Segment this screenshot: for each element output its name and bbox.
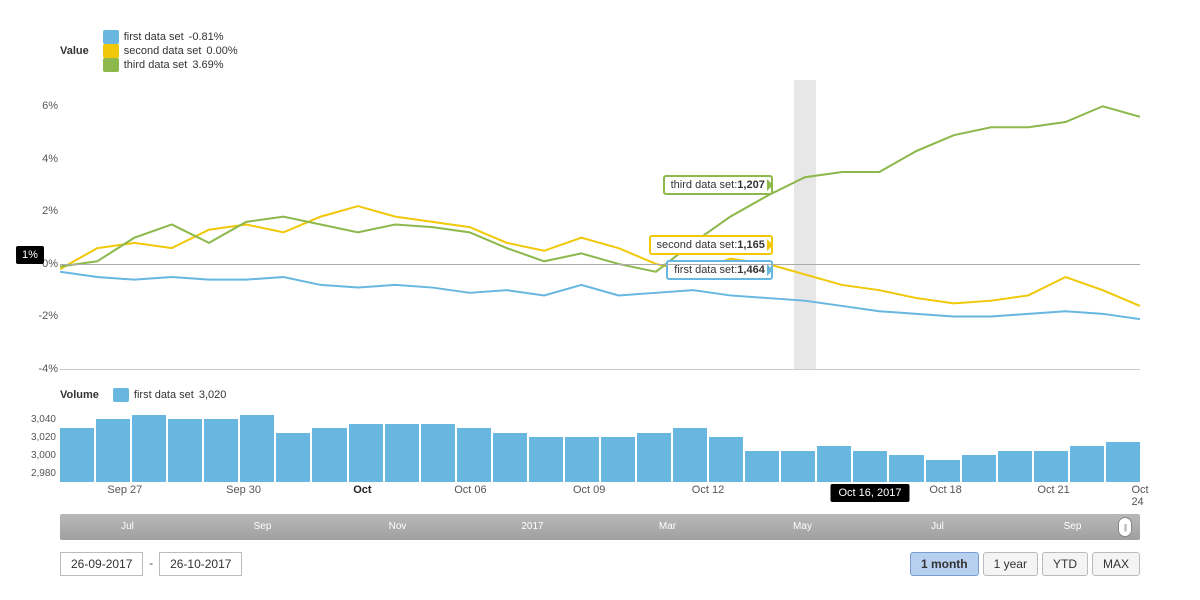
value-chart[interactable]: -4%-2%0%2%4%6% 1% third data set:1,207se… (60, 80, 1140, 370)
volume-swatch (113, 388, 129, 402)
date-from-input[interactable]: 26-09-2017 (60, 552, 143, 576)
range-button[interactable]: YTD (1042, 552, 1088, 576)
volume-bar (312, 428, 346, 482)
vol-y-tick: 3,020 (31, 432, 56, 443)
range-button[interactable]: 1 year (983, 552, 1038, 576)
volume-title: Volume (60, 389, 99, 401)
volume-bar (601, 437, 635, 482)
scroll-label: Mar (600, 514, 735, 540)
volume-bar (60, 428, 94, 482)
volume-bar (565, 437, 599, 482)
scroll-label: May (735, 514, 870, 540)
volume-bar (781, 451, 815, 483)
x-tick: Sep 30 (226, 484, 261, 496)
cursor-badge: 1% (16, 246, 44, 264)
scroll-label: Sep (195, 514, 330, 540)
x-tick: Oct 09 (573, 484, 605, 496)
legend-swatch (103, 58, 119, 72)
footer-row: 26-09-2017 - 26-10-2017 1 month1 yearYTD… (60, 552, 1140, 576)
scroll-label: Jul (870, 514, 1005, 540)
legend-item[interactable]: third data set3.69% (103, 58, 238, 72)
legend-item[interactable]: second data set0.00% (103, 44, 238, 58)
y-tick: 2% (20, 205, 58, 217)
volume-bar (889, 455, 923, 482)
date-range-inputs: 26-09-2017 - 26-10-2017 (60, 552, 242, 576)
range-buttons: 1 month1 yearYTDMAX (910, 552, 1140, 576)
volume-legend-name: first data set (134, 389, 194, 401)
y-tick: -4% (20, 363, 58, 375)
value-y-axis: -4%-2%0%2%4%6% (20, 80, 58, 369)
volume-bar (529, 437, 563, 482)
volume-bar (457, 428, 491, 482)
x-tick: Oct 12 (692, 484, 724, 496)
volume-bar (132, 415, 166, 483)
value-title: Value (60, 45, 89, 57)
range-button[interactable]: MAX (1092, 552, 1140, 576)
legend-item[interactable]: first data set-0.81% (103, 30, 238, 44)
scroll-label: Nov (330, 514, 465, 540)
x-axis-tooltip: Oct 16, 2017 (831, 484, 910, 502)
value-legend: Value first data set-0.81%second data se… (60, 30, 1140, 72)
volume-bar (709, 437, 743, 482)
volume-bar (493, 433, 527, 483)
scroll-label: 2017 (465, 514, 600, 540)
volume-legend-value: 3,020 (199, 389, 227, 401)
volume-chart[interactable]: 2,9803,0003,0203,040 (60, 410, 1140, 482)
scroll-handle[interactable] (1118, 517, 1132, 537)
series-tooltip: second data set:1,165 (649, 235, 773, 255)
volume-bar (1034, 451, 1068, 483)
volume-legend: Volume first data set 3,020 (60, 388, 1140, 402)
volume-bar (276, 433, 310, 483)
volume-bar (96, 419, 130, 482)
volume-bar (385, 424, 419, 483)
volume-bar (349, 424, 383, 483)
range-button[interactable]: 1 month (910, 552, 979, 576)
vol-y-tick: 3,040 (31, 414, 56, 425)
volume-bar (745, 451, 779, 483)
volume-bar (1106, 442, 1140, 483)
date-to-input[interactable]: 26-10-2017 (159, 552, 242, 576)
legend-swatch (103, 30, 119, 44)
x-tick: Oct 24 (1131, 484, 1148, 508)
x-tick: Oct 21 (1037, 484, 1069, 496)
volume-section: Volume first data set 3,020 2,9803,0003,… (60, 388, 1140, 502)
volume-bar (998, 451, 1032, 483)
x-tick: Oct 06 (454, 484, 486, 496)
x-tick: Oct (353, 484, 371, 496)
volume-bar (853, 451, 887, 483)
scroll-label: Jul (60, 514, 195, 540)
volume-bar (926, 460, 960, 483)
volume-bar (817, 446, 851, 482)
volume-bar (637, 433, 671, 483)
volume-bar (1070, 446, 1104, 482)
volume-bar (168, 419, 202, 482)
volume-bar (673, 428, 707, 482)
date-sep: - (149, 558, 153, 570)
vol-y-tick: 2,980 (31, 468, 56, 479)
volume-bar (240, 415, 274, 483)
volume-y-axis: 2,980 3,000 3,020 3,040 (12, 410, 56, 482)
vol-y-tick: 3,000 (31, 450, 56, 461)
x-tick: Oct 18 (929, 484, 961, 496)
value-lines (60, 80, 1140, 369)
y-tick: 6% (20, 100, 58, 112)
y-tick: 4% (20, 153, 58, 165)
series-tooltip: third data set:1,207 (663, 175, 773, 195)
x-axis: Sep 27 Sep 30 Oct Oct 06 Oct 09 Oct 12 Oct 16,… (60, 484, 1140, 502)
volume-bar (421, 424, 455, 483)
volume-bars (60, 410, 1140, 482)
chart-container: Value first data set-0.81%second data se… (0, 0, 1200, 600)
volume-bar (962, 455, 996, 482)
legend-swatch (103, 44, 119, 58)
volume-bar (204, 419, 238, 482)
x-tick: Sep 27 (107, 484, 142, 496)
time-scrollbar[interactable]: JulSepNov2017MarMayJulSep (60, 514, 1140, 540)
y-tick: -2% (20, 310, 58, 322)
